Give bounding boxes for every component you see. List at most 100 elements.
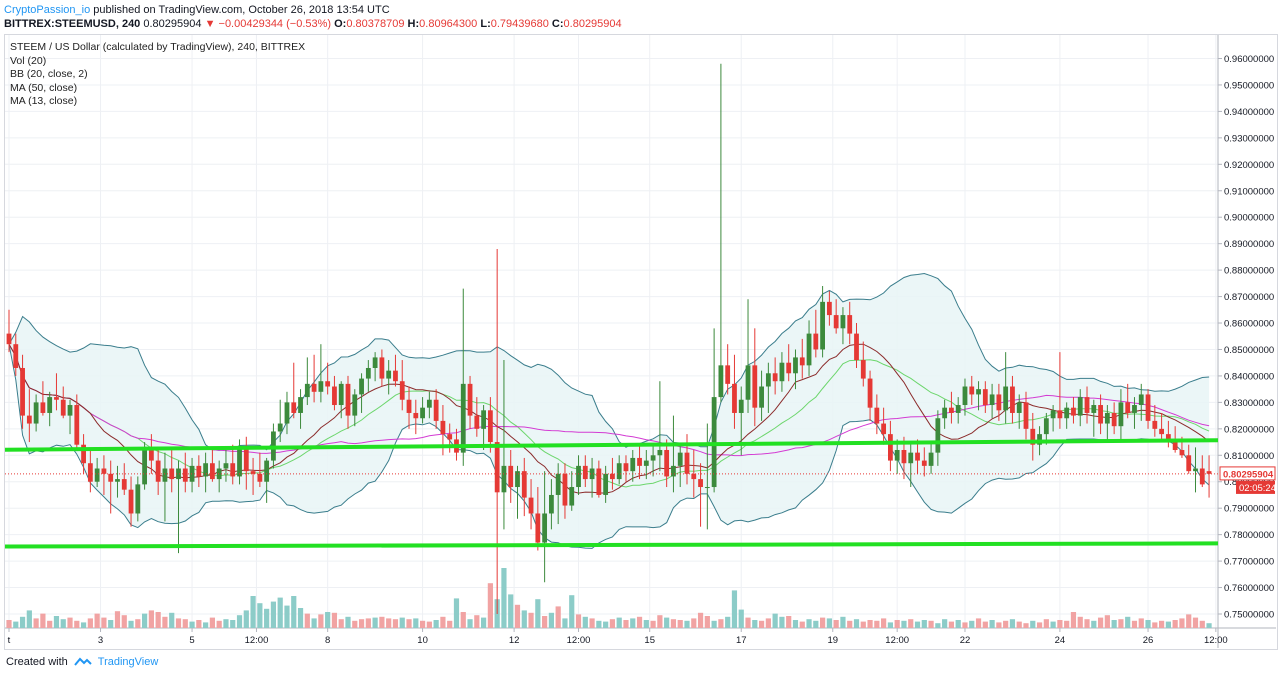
volume-bar (840, 616, 846, 628)
y-tick-label: 0.85000000 (1224, 345, 1274, 356)
candle (630, 449, 636, 482)
candle (1159, 412, 1164, 440)
volume-bar (1186, 614, 1192, 628)
candle-body (881, 423, 887, 435)
candle (582, 455, 588, 488)
volume-bar (74, 620, 80, 628)
candle-body (318, 381, 324, 392)
candle-body (420, 407, 425, 419)
volume-bar (596, 620, 602, 628)
candle (176, 460, 181, 554)
candle-body (1050, 410, 1056, 419)
volume-bar (623, 620, 629, 628)
volume-bar (1104, 615, 1110, 628)
candle (806, 320, 812, 376)
volume-bar (630, 618, 636, 628)
volume-bar (1009, 619, 1016, 628)
volume-bar (325, 612, 331, 628)
candle-body (257, 473, 263, 482)
candle-body (772, 373, 778, 382)
volume-bar (155, 612, 161, 628)
legend-vol[interactable]: Vol (20) (10, 54, 47, 67)
candle-body (562, 473, 568, 506)
candle-body (108, 473, 114, 482)
y-tick-label: 0.83000000 (1224, 398, 1274, 409)
candle-body (793, 357, 798, 374)
candle-body (955, 405, 961, 413)
candle (1030, 412, 1036, 461)
candle-body (508, 465, 514, 488)
candle (928, 442, 934, 474)
y-tick-label: 0.93000000 (1224, 133, 1274, 144)
y-tick-label: 0.81000000 (1224, 451, 1274, 462)
candle (20, 354, 25, 429)
candle (74, 394, 80, 450)
legend-ma13[interactable]: MA (13, close) (10, 95, 78, 107)
candle (921, 447, 927, 477)
y-tick-label: 0.86000000 (1224, 319, 1274, 330)
candle (1057, 352, 1063, 429)
legend-bb[interactable]: BB (20, close, 2) (10, 68, 88, 80)
candle (372, 352, 378, 382)
candle-body (1132, 405, 1137, 413)
candle-body (494, 442, 500, 493)
candle-body (81, 444, 86, 464)
volume-bar (1023, 623, 1029, 628)
time-axis: t 3 5 12:00 8 10 12 12:00 15 17 19 12:00 22 24 26 12:00 (8, 628, 1228, 646)
candle-body (155, 460, 161, 482)
candle (671, 415, 676, 493)
candle (840, 307, 846, 345)
candle (196, 455, 202, 488)
author-link[interactable]: CryptoPassion_io (4, 4, 91, 16)
volume-bar (413, 618, 419, 628)
volume-bar (914, 621, 921, 628)
candle-body (33, 402, 39, 424)
candle-body (1057, 410, 1063, 419)
candle-body (298, 397, 303, 413)
volume-bar (352, 620, 358, 628)
candle (643, 449, 649, 480)
candle-body (732, 383, 737, 413)
volume-bar (975, 618, 982, 628)
volume-bar (142, 613, 148, 628)
candle-body (847, 315, 853, 334)
volume-bar (921, 620, 927, 628)
candle (1084, 386, 1090, 424)
candle (542, 471, 548, 583)
open-label: O: (334, 18, 347, 30)
candle (338, 381, 344, 419)
candle-body (921, 460, 927, 466)
volume-bar (847, 620, 853, 628)
candle (1098, 394, 1103, 435)
candle (935, 410, 941, 466)
volume-bar (589, 618, 595, 628)
candle (1104, 405, 1110, 443)
candle-body (250, 471, 256, 474)
volume-bar (33, 618, 39, 628)
candle-body (949, 407, 954, 413)
candle-body (962, 386, 968, 406)
countdown-tag (1236, 480, 1275, 494)
candle-body (60, 399, 66, 416)
volume-bar (460, 612, 466, 628)
y-tick-label: 0.77000000 (1224, 557, 1274, 568)
candle-body (854, 333, 859, 361)
candle (291, 362, 297, 419)
volume-bar (704, 616, 710, 628)
legend-ma50[interactable]: MA (50, close) (10, 81, 78, 94)
candle-body (393, 370, 398, 382)
candle-body (1159, 428, 1164, 435)
candle-body (725, 365, 731, 384)
x-tick-label: 10 (417, 635, 428, 646)
candle (135, 476, 141, 522)
candle-body (915, 452, 920, 461)
tradingview-link[interactable]: TradingView (97, 656, 159, 668)
candle (487, 397, 493, 453)
last-price: 0.80295904 (143, 18, 202, 30)
volume-bar (196, 620, 202, 628)
candle-body (115, 479, 120, 482)
candle-body (1172, 442, 1178, 450)
volume-bar (901, 620, 907, 628)
volume-bar (189, 621, 195, 628)
